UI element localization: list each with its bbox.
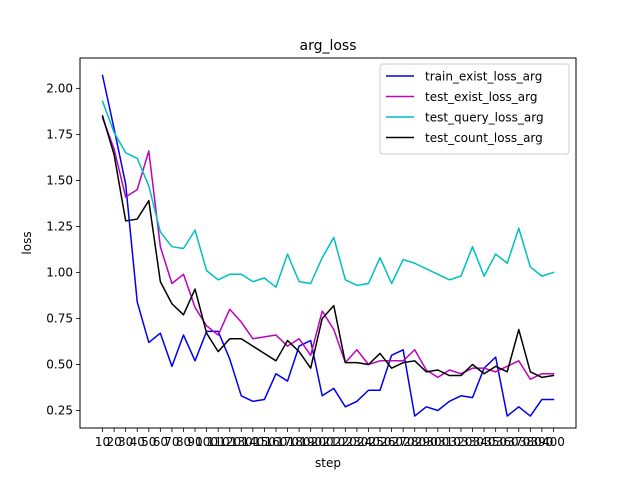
x-tick-label: 50: [141, 435, 156, 449]
x-tick-label: 140: [241, 435, 264, 449]
x-tick-label: 360: [496, 435, 519, 449]
legend-label-test_exist_loss_arg: test_exist_loss_arg: [425, 90, 537, 104]
x-tick-label: 60: [153, 435, 168, 449]
x-tick-label: 340: [473, 435, 496, 449]
x-tick-label: 250: [369, 435, 392, 449]
series-line-test_query_loss_arg: [101, 100, 555, 288]
x-tick-label: 100: [195, 435, 218, 449]
y-tick-label: 1.25: [46, 219, 73, 233]
x-tick-label: 310: [438, 435, 461, 449]
x-tick-label: 150: [253, 435, 276, 449]
y-tick-label: 0.25: [46, 404, 73, 418]
x-tick-label: 280: [403, 435, 426, 449]
x-tick-label: 370: [507, 435, 530, 449]
x-tick-label: 350: [484, 435, 507, 449]
x-tick-label: 120: [218, 435, 241, 449]
y-tick-label: 2.00: [46, 81, 73, 95]
x-tick-label: 260: [380, 435, 403, 449]
x-axis-ticks: 1020304050607080901001101201301401501601…: [95, 428, 565, 449]
x-tick-label: 320: [450, 435, 473, 449]
x-tick-label: 190: [299, 435, 322, 449]
x-tick-label: 90: [187, 435, 202, 449]
y-tick-label: 1.50: [46, 173, 73, 187]
series-line-train_exist_loss_arg: [101, 74, 555, 417]
x-tick-label: 330: [461, 435, 484, 449]
legend-label-test_query_loss_arg: test_query_loss_arg: [425, 111, 544, 125]
y-tick-label: 0.75: [46, 311, 73, 325]
plot-frame: [79, 57, 577, 429]
x-tick-label: 170: [276, 435, 299, 449]
y-tick-label: 0.50: [46, 357, 73, 371]
x-tick-label: 130: [230, 435, 253, 449]
legend-label-train_exist_loss_arg: train_exist_loss_arg: [425, 70, 542, 84]
legend-frame: [379, 63, 570, 155]
chart-title: arg_loss: [299, 38, 356, 54]
legend: train_exist_loss_arg test_exist_loss_argt…: [379, 63, 570, 155]
series-layer: [101, 74, 555, 417]
series-line-test_count_loss_arg: [101, 115, 555, 379]
legend-items: train_exist_loss_arg test_exist_loss_argt…: [386, 70, 544, 145]
x-tick-label: 390: [530, 435, 553, 449]
x-tick-label: 200: [311, 435, 334, 449]
y-axis-ticks: 0.25 0.50 0.75 1.00 1.25 1.50 1.75 2.00: [46, 81, 80, 418]
x-axis-label: step: [315, 456, 341, 470]
x-tick-label: 400: [542, 435, 565, 449]
x-tick-label: 230: [345, 435, 368, 449]
x-tick-label: 80: [176, 435, 191, 449]
y-axis-label: loss: [20, 231, 34, 254]
x-tick-label: 300: [426, 435, 449, 449]
x-tick-label: 160: [265, 435, 288, 449]
legend-label-test_count_loss_arg: test_count_loss_arg: [425, 131, 543, 145]
x-tick-label: 180: [288, 435, 311, 449]
x-tick-label: 40: [130, 435, 145, 449]
x-tick-label: 70: [164, 435, 179, 449]
x-tick-label: 380: [519, 435, 542, 449]
x-tick-label: 220: [334, 435, 357, 449]
x-tick-label: 240: [357, 435, 380, 449]
x-tick-label: 290: [415, 435, 438, 449]
x-tick-label: 210: [322, 435, 345, 449]
y-tick-label: 1.00: [46, 265, 73, 279]
x-tick-label: 270: [392, 435, 415, 449]
x-tick-label: 10: [95, 435, 110, 449]
x-tick-label: 20: [106, 435, 121, 449]
x-tick-label: 110: [207, 435, 230, 449]
x-tick-label: 30: [118, 435, 133, 449]
y-tick-label: 1.75: [46, 127, 73, 141]
